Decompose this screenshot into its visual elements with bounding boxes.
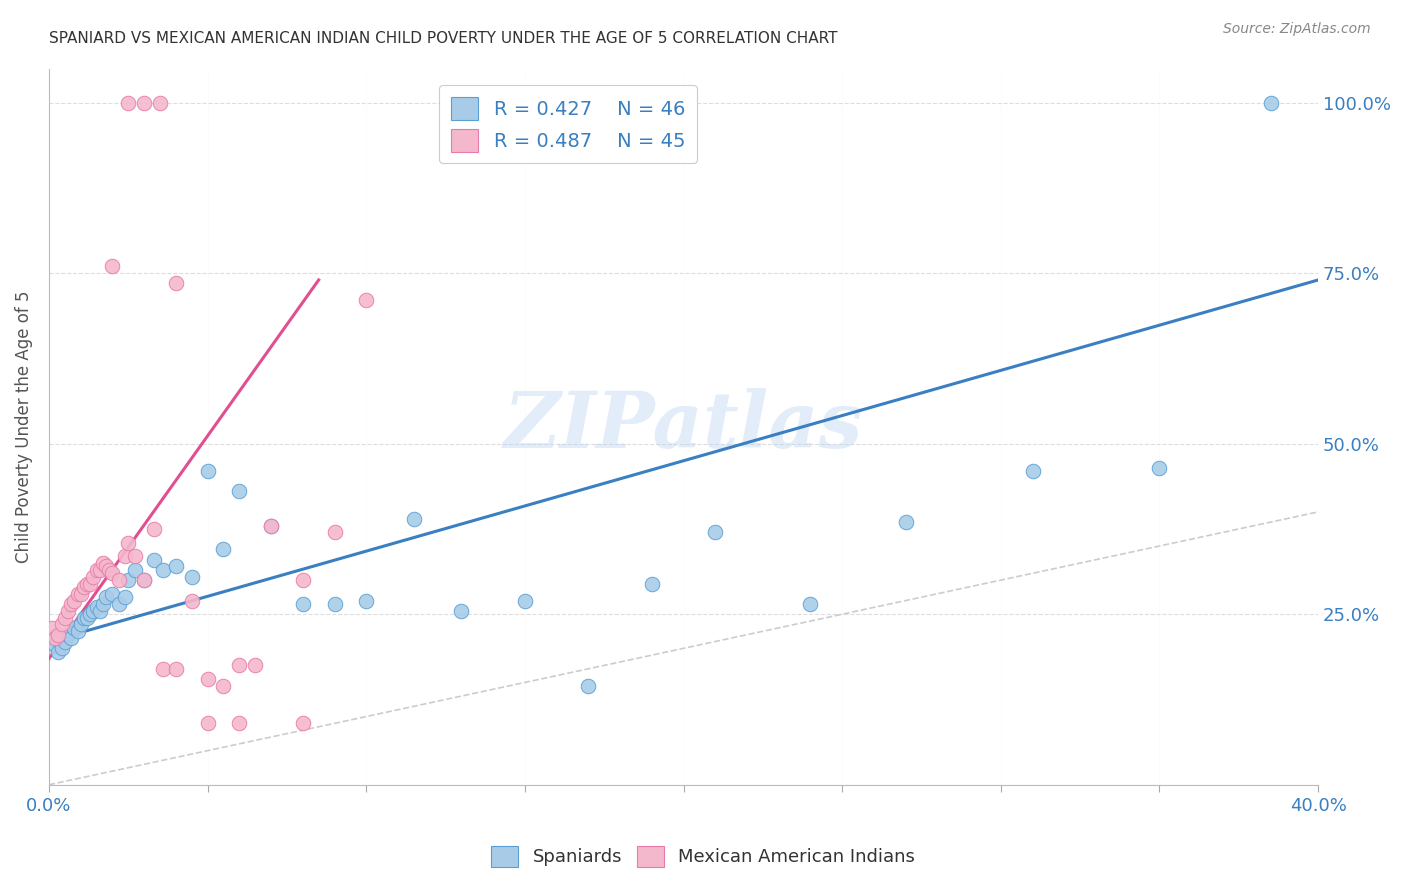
Point — [98, 563, 121, 577]
Point — [165, 662, 187, 676]
Point — [66, 624, 89, 639]
Point — [114, 549, 136, 564]
Point — [228, 484, 250, 499]
Point — [323, 597, 346, 611]
Point — [894, 515, 917, 529]
Point — [180, 593, 202, 607]
Point — [197, 672, 219, 686]
Point — [63, 621, 86, 635]
Point — [134, 573, 156, 587]
Point — [101, 566, 124, 581]
Point — [402, 512, 425, 526]
Point — [117, 573, 139, 587]
Point — [142, 522, 165, 536]
Point — [450, 604, 472, 618]
Point — [356, 293, 378, 308]
Point — [260, 518, 283, 533]
Point — [117, 535, 139, 549]
Point — [356, 593, 378, 607]
Point — [228, 716, 250, 731]
Point — [91, 597, 114, 611]
Point — [197, 464, 219, 478]
Point — [1149, 460, 1171, 475]
Point — [56, 628, 79, 642]
Point — [165, 277, 187, 291]
Point — [41, 631, 63, 645]
Text: SPANIARD VS MEXICAN AMERICAN INDIAN CHILD POVERTY UNDER THE AGE OF 5 CORRELATION: SPANIARD VS MEXICAN AMERICAN INDIAN CHIL… — [49, 31, 838, 46]
Point — [152, 563, 174, 577]
Point — [89, 563, 111, 577]
Point — [60, 631, 83, 645]
Point — [73, 580, 96, 594]
Point — [124, 563, 146, 577]
Point — [114, 590, 136, 604]
Point — [94, 559, 117, 574]
Point — [44, 638, 66, 652]
Point — [48, 628, 70, 642]
Point — [79, 576, 101, 591]
Point — [641, 576, 664, 591]
Point — [69, 587, 91, 601]
Point — [107, 597, 129, 611]
Point — [134, 573, 156, 587]
Point — [86, 600, 108, 615]
Text: Source: ZipAtlas.com: Source: ZipAtlas.com — [1223, 22, 1371, 37]
Point — [101, 587, 124, 601]
Point — [89, 604, 111, 618]
Point — [48, 645, 70, 659]
Point — [73, 610, 96, 624]
Point — [576, 679, 599, 693]
Point — [51, 641, 73, 656]
Point — [1260, 95, 1282, 110]
Point — [51, 617, 73, 632]
Point — [165, 559, 187, 574]
Point — [1021, 464, 1043, 478]
Text: ZIPatlas: ZIPatlas — [503, 388, 863, 465]
Point — [291, 716, 314, 731]
Point — [134, 95, 156, 110]
Point — [56, 604, 79, 618]
Point — [94, 590, 117, 604]
Point — [323, 525, 346, 540]
Point — [212, 679, 235, 693]
Point — [291, 597, 314, 611]
Point — [107, 573, 129, 587]
Point — [180, 570, 202, 584]
Point — [69, 617, 91, 632]
Point — [142, 552, 165, 566]
Point — [76, 610, 98, 624]
Point — [82, 604, 104, 618]
Point — [228, 658, 250, 673]
Point — [152, 662, 174, 676]
Point — [291, 573, 314, 587]
Point — [63, 593, 86, 607]
Point — [41, 621, 63, 635]
Point — [82, 570, 104, 584]
Point — [66, 587, 89, 601]
Point — [704, 525, 727, 540]
Point — [212, 542, 235, 557]
Point — [149, 95, 172, 110]
Point — [513, 593, 536, 607]
Point — [79, 607, 101, 622]
Point — [44, 631, 66, 645]
Point — [86, 563, 108, 577]
Point — [799, 597, 821, 611]
Legend: Spaniards, Mexican American Indians: Spaniards, Mexican American Indians — [484, 838, 922, 874]
Y-axis label: Child Poverty Under the Age of 5: Child Poverty Under the Age of 5 — [15, 291, 32, 563]
Point — [101, 260, 124, 274]
Point — [124, 549, 146, 564]
Point — [53, 634, 76, 648]
Legend: R = 0.427    N = 46, R = 0.487    N = 45: R = 0.427 N = 46, R = 0.487 N = 45 — [440, 86, 697, 163]
Point — [91, 556, 114, 570]
Point — [260, 518, 283, 533]
Point — [197, 716, 219, 731]
Point — [117, 95, 139, 110]
Point — [245, 658, 267, 673]
Point — [76, 576, 98, 591]
Point — [53, 610, 76, 624]
Point — [60, 597, 83, 611]
